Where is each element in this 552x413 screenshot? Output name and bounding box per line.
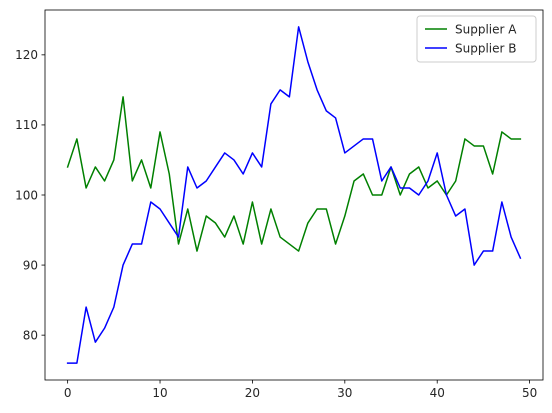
- y-tick-label: 100: [15, 188, 38, 202]
- legend-label-supplier-a: Supplier A: [455, 22, 517, 36]
- x-tick-label: 20: [245, 386, 260, 400]
- x-tick-label: 50: [522, 386, 537, 400]
- x-tick-label: 10: [152, 386, 167, 400]
- y-tick-label: 80: [23, 328, 38, 342]
- y-tick-label: 90: [23, 258, 38, 272]
- x-tick-label: 0: [64, 386, 72, 400]
- x-tick-label: 40: [430, 386, 445, 400]
- legend-label-supplier-b: Supplier B: [455, 41, 517, 55]
- y-tick-label: 110: [15, 118, 38, 132]
- legend: Supplier A Supplier B: [417, 16, 536, 62]
- y-tick-label: 120: [15, 48, 38, 62]
- x-tick-label: 30: [337, 386, 352, 400]
